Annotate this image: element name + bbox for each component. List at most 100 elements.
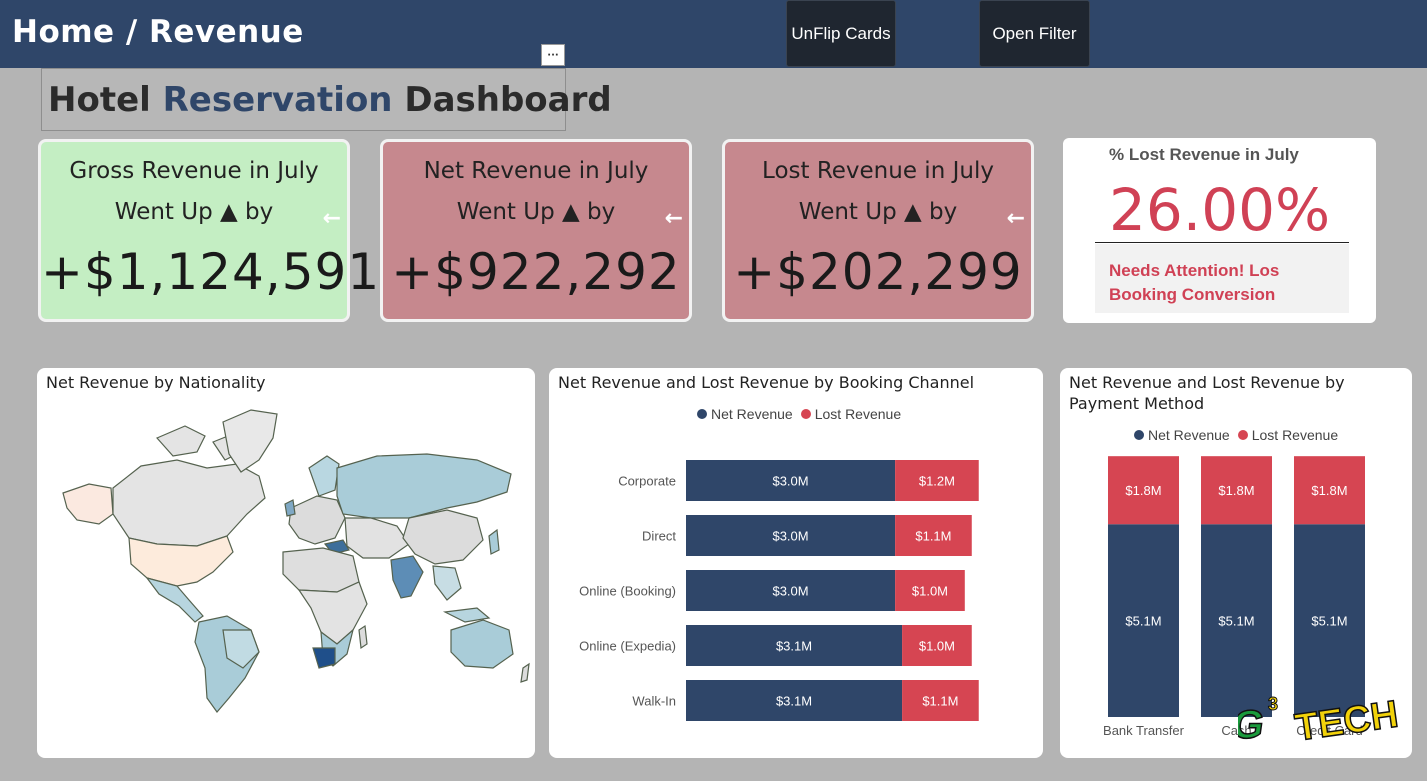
lost-revenue-bar[interactable] <box>1201 456 1272 525</box>
svg-text:TECH: TECH <box>1293 694 1401 748</box>
data-label: $1.8M <box>1311 483 1347 498</box>
map-region-greenland <box>222 409 278 473</box>
card-subtitle: Went Up ▲ by <box>114 199 274 225</box>
category-label: Bank Transfer <box>1103 723 1185 738</box>
legend-lost-label: Lost Revenue <box>814 406 902 422</box>
lost-revenue-bar[interactable] <box>895 570 965 611</box>
data-label: $1.0M <box>919 639 955 654</box>
payment-method-chart[interactable]: $5.1M $1.8M Bank Transfer $5.1M $1.8M Cash $5.… <box>1060 368 1412 758</box>
data-label: $5.1M <box>1218 614 1254 629</box>
map-region-japan <box>488 528 500 555</box>
category-label: Corporate <box>618 474 676 489</box>
map-region-russia <box>336 453 512 519</box>
data-label: $3.1M <box>776 639 812 654</box>
more-options-icon[interactable]: ··· <box>541 44 565 66</box>
lost-revenue-bar[interactable] <box>902 680 979 721</box>
map-region-europe <box>288 495 346 545</box>
net-revenue-bar[interactable] <box>686 680 903 721</box>
data-label: $1.2M <box>919 474 955 489</box>
flip-back-arrow-icon[interactable]: ← <box>322 206 341 231</box>
title-part-2: Dashboard <box>392 79 612 120</box>
page-title: Hotel Reservation Dashboard <box>41 68 612 131</box>
data-label: $5.1M <box>1125 614 1161 629</box>
card-title: Lost Revenue in July <box>762 158 994 184</box>
card-value: +$1,124,591 <box>41 243 381 301</box>
map-region-usa <box>128 535 234 587</box>
map-region-uk <box>284 499 296 517</box>
map-title: Net Revenue by Nationality <box>46 373 266 392</box>
legend-lost-label: Lost Revenue <box>1251 427 1339 443</box>
chart-title: Net Revenue and Lost Revenue by Booking … <box>558 373 975 392</box>
chart-title: Net Revenue and Lost Revenue by Payment … <box>1069 373 1345 413</box>
lost-revenue-bar[interactable] <box>902 625 972 666</box>
net-revenue-bar[interactable] <box>686 515 896 556</box>
net-revenue-card[interactable]: Net Revenue in July Went Up ▲ by +$922,2… <box>380 139 692 322</box>
map-region-arctic-islands <box>155 425 206 457</box>
data-label: $3.0M <box>772 474 808 489</box>
card-title: % Lost Revenue in July <box>1109 145 1299 164</box>
lost-revenue-card[interactable]: Lost Revenue in July Went Up ▲ by +$202,… <box>722 139 1034 322</box>
lost-revenue-bar[interactable] <box>895 460 979 501</box>
category-label: Credit Card <box>1296 723 1362 738</box>
map-region-scandinavia <box>308 455 340 497</box>
map-region-madagascar <box>358 624 368 650</box>
open-filter-button[interactable]: Open Filter <box>979 0 1090 67</box>
flip-back-arrow-icon[interactable]: ← <box>1006 206 1025 231</box>
svg-text:G: G <box>1238 702 1267 747</box>
title-accent: Reservation <box>162 79 393 120</box>
data-label: $5.1M <box>1311 614 1347 629</box>
net-revenue-bar[interactable] <box>1201 524 1272 717</box>
map-region-new-zealand <box>520 662 530 683</box>
card-value: +$922,292 <box>391 243 681 301</box>
legend-net-label: Net Revenue <box>711 406 793 422</box>
category-label: Direct <box>642 529 676 544</box>
map-region-alaska <box>62 483 114 525</box>
note-line-1: Needs Attention! Los <box>1109 261 1280 280</box>
net-revenue-bar[interactable] <box>686 570 896 611</box>
category-label: Walk-In <box>632 694 676 709</box>
pct-lost-revenue-card: % Lost Revenue in July 26.00% Needs Atte… <box>1063 138 1376 323</box>
card-value: 26.00% <box>1109 176 1331 244</box>
unflip-cards-button[interactable]: UnFlip Cards <box>786 0 896 67</box>
breadcrumb[interactable]: Home / Revenue <box>12 14 304 50</box>
title-part-1: Hotel <box>48 79 163 120</box>
g3-tech-logo: G 3 TECH <box>1238 693 1402 748</box>
category-label: Online (Expedia) <box>579 639 676 654</box>
net-revenue-bar[interactable] <box>686 460 896 501</box>
divider <box>1095 242 1349 243</box>
chart-legend: Net Revenue Lost Revenue <box>697 406 901 422</box>
category-label: Cash <box>1221 723 1251 738</box>
data-label: $3.1M <box>776 694 812 709</box>
legend-lost-dot-icon <box>800 409 811 419</box>
card-value: +$202,299 <box>733 243 1023 301</box>
card-title: Net Revenue in July <box>423 158 649 184</box>
map-region-mexico <box>145 576 204 623</box>
map-region-north-africa <box>282 547 360 593</box>
legend-net-dot-icon <box>1134 430 1144 440</box>
map-region-central-africa <box>297 581 368 645</box>
net-revenue-bar[interactable] <box>686 625 903 666</box>
map-region-se-asia <box>432 565 462 601</box>
map-region-brazil <box>222 629 260 669</box>
category-label: Online (Booking) <box>579 584 676 599</box>
lost-revenue-bar[interactable] <box>1294 456 1365 525</box>
lost-revenue-bar[interactable] <box>895 515 972 556</box>
top-nav-bar: Home / Revenue UnFlip Cards Open Filter <box>0 0 1427 68</box>
booking-channel-chart-panel[interactable]: Net Revenue and Lost Revenue by Booking … <box>549 368 1043 758</box>
gross-revenue-card[interactable]: Gross Revenue in July Went Up ▲ by +$1,1… <box>38 139 381 322</box>
world-map[interactable] <box>37 368 535 758</box>
data-label: $3.0M <box>772 584 808 599</box>
payment-method-chart-panel[interactable]: Net Revenue and Lost Revenue by Payment … <box>1060 368 1412 758</box>
booking-channel-chart[interactable]: Corporate $3.0M $1.2M Direct $3.0M $1.1M Onlin… <box>549 368 1043 758</box>
map-region-central-asia <box>344 517 410 559</box>
flip-back-arrow-icon[interactable]: ← <box>664 206 683 231</box>
map-region-australia <box>450 619 514 669</box>
net-revenue-bar[interactable] <box>1108 524 1179 717</box>
lost-revenue-bar[interactable] <box>1108 456 1179 525</box>
net-revenue-bar[interactable] <box>1294 524 1365 717</box>
map-region-south-africa <box>312 647 336 669</box>
nationality-map-panel[interactable]: Net Revenue by Nationality <box>37 368 570 758</box>
data-label: $1.1M <box>922 694 958 709</box>
map-region-india <box>390 555 424 599</box>
map-region-china <box>402 509 484 565</box>
